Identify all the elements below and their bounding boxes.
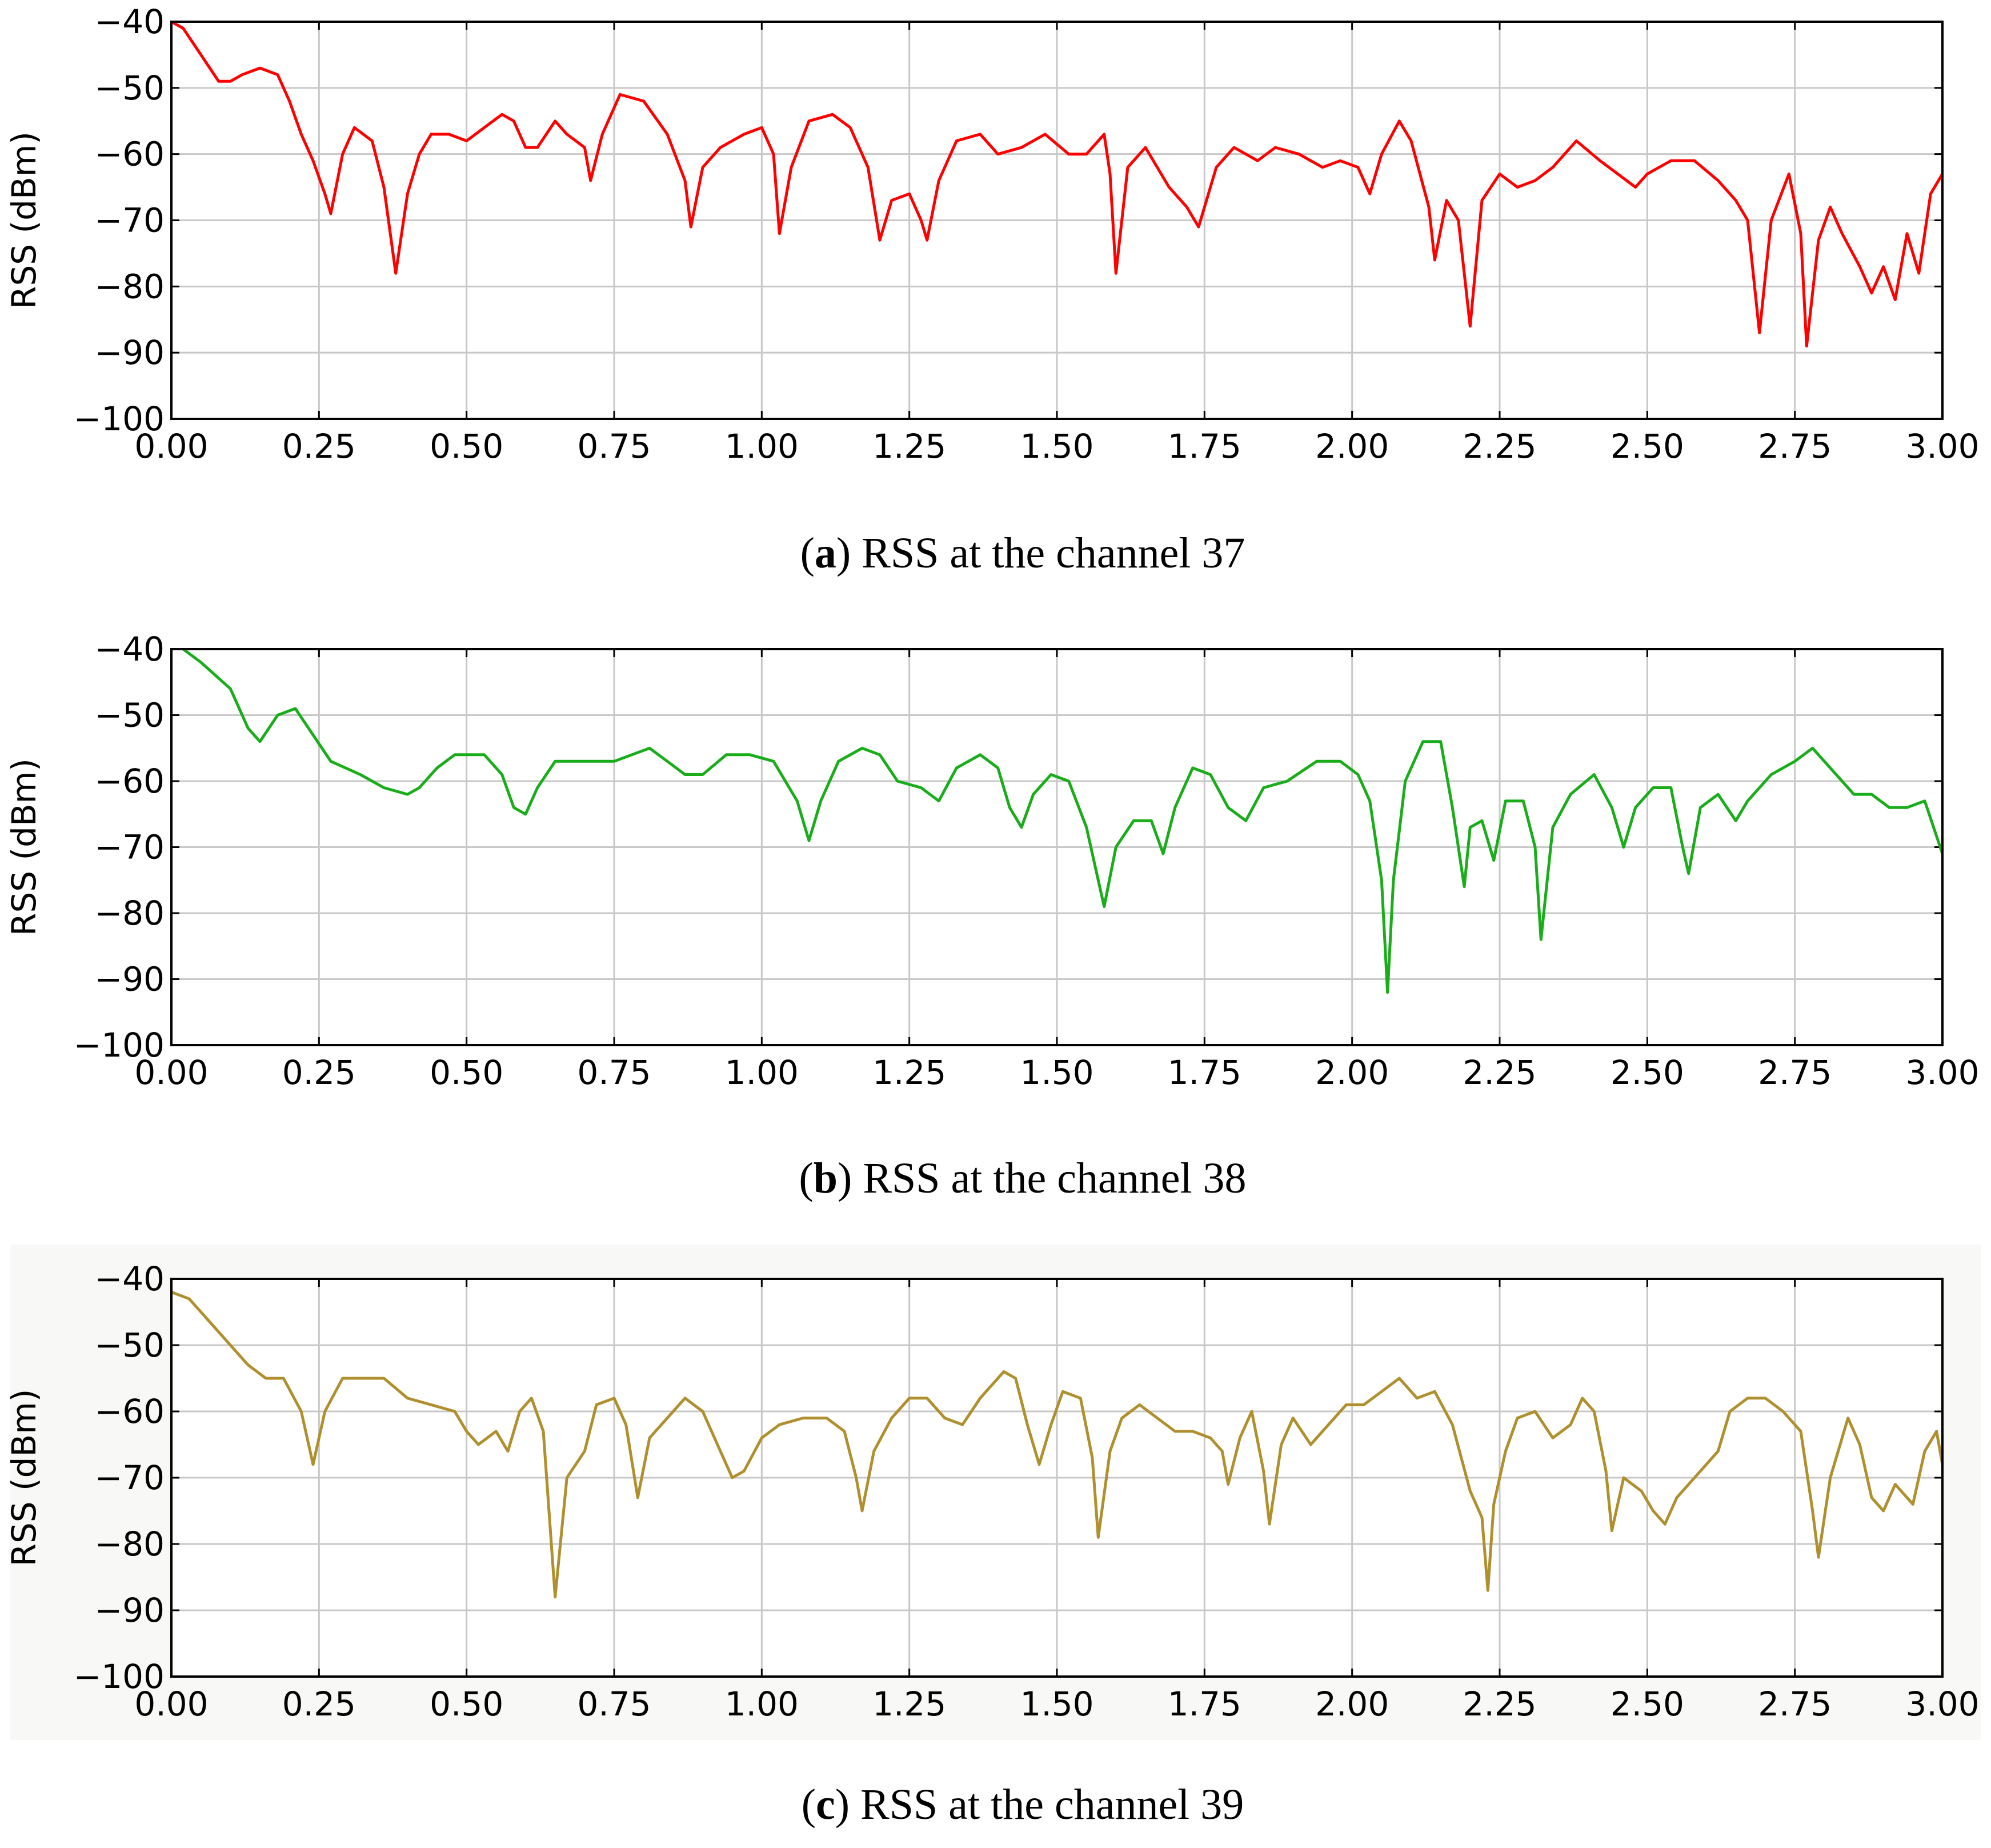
- x-tick-label: 1.75: [1168, 1685, 1241, 1723]
- x-tick-label: 1.25: [872, 1053, 946, 1092]
- plot-frame: [170, 1278, 1944, 1678]
- x-tick-label: 3.00: [1905, 1685, 1979, 1723]
- y-tick-label: −80: [95, 267, 165, 306]
- data-line: [171, 1290, 1944, 1599]
- plot-frame: [170, 648, 1944, 1046]
- y-axis-label: RSS (dBm): [5, 1389, 43, 1567]
- x-tick-label: 1.00: [725, 1685, 799, 1723]
- x-tick-label: 2.00: [1315, 1053, 1389, 1092]
- y-tick-label: −80: [95, 894, 165, 933]
- y-tick-label: −60: [95, 135, 165, 174]
- x-tick-label: 2.50: [1611, 1053, 1684, 1092]
- y-tick-label: −100: [74, 1657, 165, 1696]
- x-tick-label: 1.00: [725, 1053, 799, 1092]
- x-tick-label: 2.75: [1758, 1685, 1832, 1723]
- x-tick-label: 0.25: [282, 1685, 356, 1723]
- x-tick-label: 1.75: [1168, 427, 1241, 466]
- x-tick-label: 1.00: [725, 427, 799, 466]
- x-tick-label: 0.50: [430, 1685, 503, 1723]
- data-line: [170, 20, 1944, 348]
- y-tick-label: −90: [95, 1591, 165, 1630]
- y-tick-label: −90: [95, 960, 165, 999]
- y-axis-label: RSS (dBm): [5, 758, 43, 936]
- x-tick-label: 1.25: [872, 427, 946, 466]
- y-tick-label: −50: [95, 1326, 165, 1365]
- x-tick-label: 2.25: [1463, 427, 1536, 466]
- y-tick-label: −40: [95, 1259, 165, 1298]
- caption: (c) RSS at the channel 39: [802, 1781, 1244, 1829]
- x-tick-label: 0.50: [430, 1053, 503, 1092]
- x-tick-label: 3.00: [1905, 1053, 1979, 1092]
- y-tick-label: −60: [95, 1392, 165, 1431]
- y-tick-label: −100: [74, 1026, 165, 1065]
- x-tick-label: 2.00: [1315, 427, 1389, 466]
- x-tick-label: 2.75: [1758, 1053, 1832, 1092]
- x-tick-label: 2.50: [1611, 1685, 1684, 1723]
- plot-frame: [170, 21, 1944, 420]
- y-tick-label: −50: [95, 69, 165, 107]
- x-tick-label: 0.25: [282, 1053, 356, 1092]
- data-line: [182, 647, 1944, 994]
- x-tick-label: 1.25: [872, 1685, 946, 1723]
- x-tick-label: 0.50: [430, 427, 503, 466]
- x-tick-label: 0.00: [134, 427, 208, 466]
- x-tick-label: 2.50: [1611, 427, 1684, 466]
- y-tick-label: −60: [95, 762, 165, 801]
- x-tick-label: 2.25: [1463, 1053, 1536, 1092]
- y-axis-label: RSS (dBm): [5, 131, 43, 309]
- y-tick-label: −40: [95, 2, 165, 41]
- y-tick-label: −70: [95, 828, 165, 867]
- y-tick-label: −50: [95, 696, 165, 735]
- y-tick-label: −90: [95, 333, 165, 372]
- x-tick-label: 2.00: [1315, 1685, 1389, 1723]
- x-tick-label: 1.50: [1020, 1685, 1093, 1723]
- x-tick-label: 1.75: [1168, 1053, 1241, 1092]
- x-tick-label: 3.00: [1905, 427, 1979, 466]
- x-tick-label: 1.50: [1020, 1053, 1093, 1092]
- y-tick-label: −70: [95, 1458, 165, 1497]
- x-tick-label: 0.75: [577, 427, 651, 466]
- y-tick-label: −100: [74, 399, 165, 438]
- x-tick-label: 0.75: [577, 1685, 651, 1723]
- caption: (a) RSS at the channel 37: [800, 529, 1245, 577]
- y-tick-label: −80: [95, 1525, 165, 1563]
- x-tick-label: 0.75: [577, 1053, 651, 1092]
- y-tick-label: −40: [95, 630, 165, 669]
- x-tick-label: 1.50: [1020, 427, 1093, 466]
- x-tick-label: 0.00: [134, 1685, 208, 1723]
- x-tick-label: 2.25: [1463, 1685, 1536, 1723]
- x-tick-label: 0.25: [282, 427, 356, 466]
- x-tick-label: 2.75: [1758, 427, 1832, 466]
- caption: (b) RSS at the channel 38: [799, 1154, 1246, 1202]
- x-tick-label: 0.00: [134, 1053, 208, 1092]
- y-tick-label: −70: [95, 201, 165, 240]
